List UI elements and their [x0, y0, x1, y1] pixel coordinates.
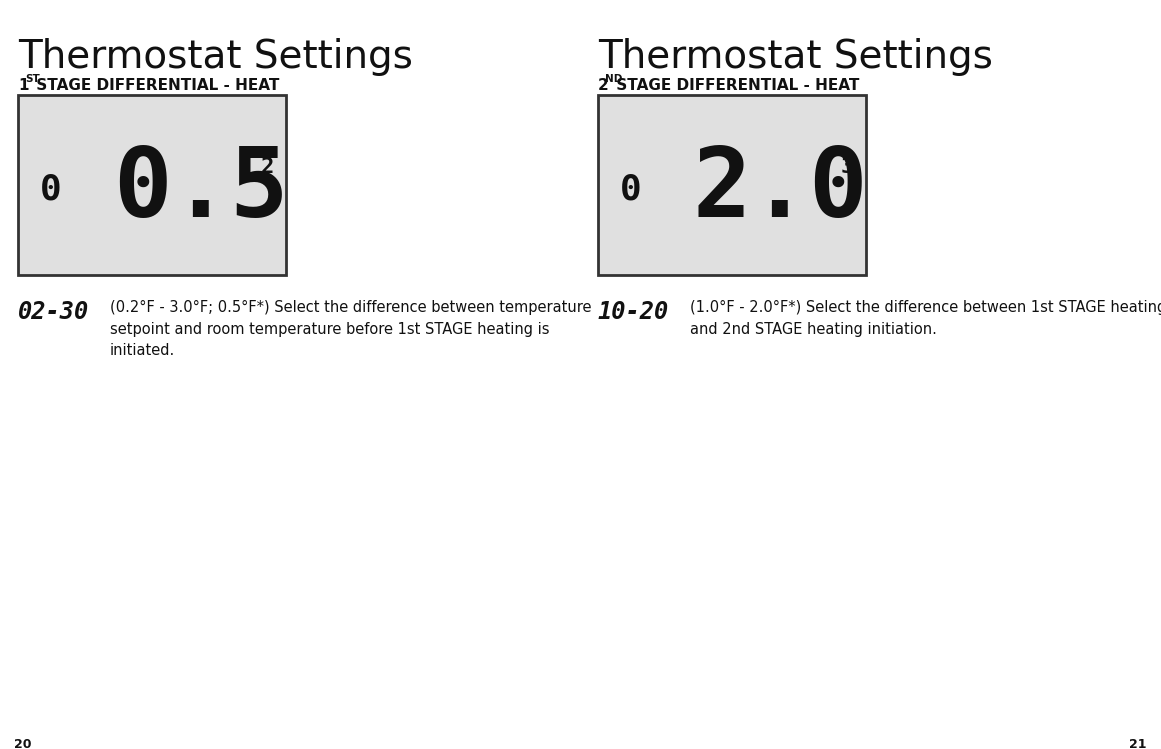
Text: 2.0: 2.0 [693, 144, 868, 237]
Text: 0.5: 0.5 [113, 144, 288, 237]
Text: Thermostat Settings: Thermostat Settings [19, 38, 413, 76]
Text: (1.0°F - 2.0°F*) Select the difference between 1st STAGE heating
and 2nd STAGE h: (1.0°F - 2.0°F*) Select the difference b… [690, 300, 1161, 336]
Text: (0.2°F - 3.0°F; 0.5°F*) Select the difference between temperature
setpoint and r: (0.2°F - 3.0°F; 0.5°F*) Select the diffe… [110, 300, 591, 358]
Text: 0: 0 [39, 173, 62, 207]
FancyBboxPatch shape [598, 95, 866, 275]
Text: 02-30: 02-30 [19, 300, 89, 324]
Text: 2: 2 [598, 78, 608, 93]
Text: 1: 1 [19, 78, 29, 93]
Text: 10-20: 10-20 [598, 300, 669, 324]
Text: 2: 2 [261, 157, 274, 177]
Text: 3: 3 [841, 157, 854, 177]
Text: ST: ST [26, 74, 39, 84]
Text: STAGE DIFFERENTIAL - HEAT: STAGE DIFFERENTIAL - HEAT [611, 78, 859, 93]
Text: STAGE DIFFERENTIAL - HEAT: STAGE DIFFERENTIAL - HEAT [31, 78, 280, 93]
Text: ND: ND [605, 74, 622, 84]
Text: 20: 20 [14, 738, 31, 749]
Text: Thermostat Settings: Thermostat Settings [598, 38, 993, 76]
Text: 21: 21 [1130, 738, 1147, 749]
FancyBboxPatch shape [19, 95, 286, 275]
Text: 0: 0 [620, 173, 642, 207]
